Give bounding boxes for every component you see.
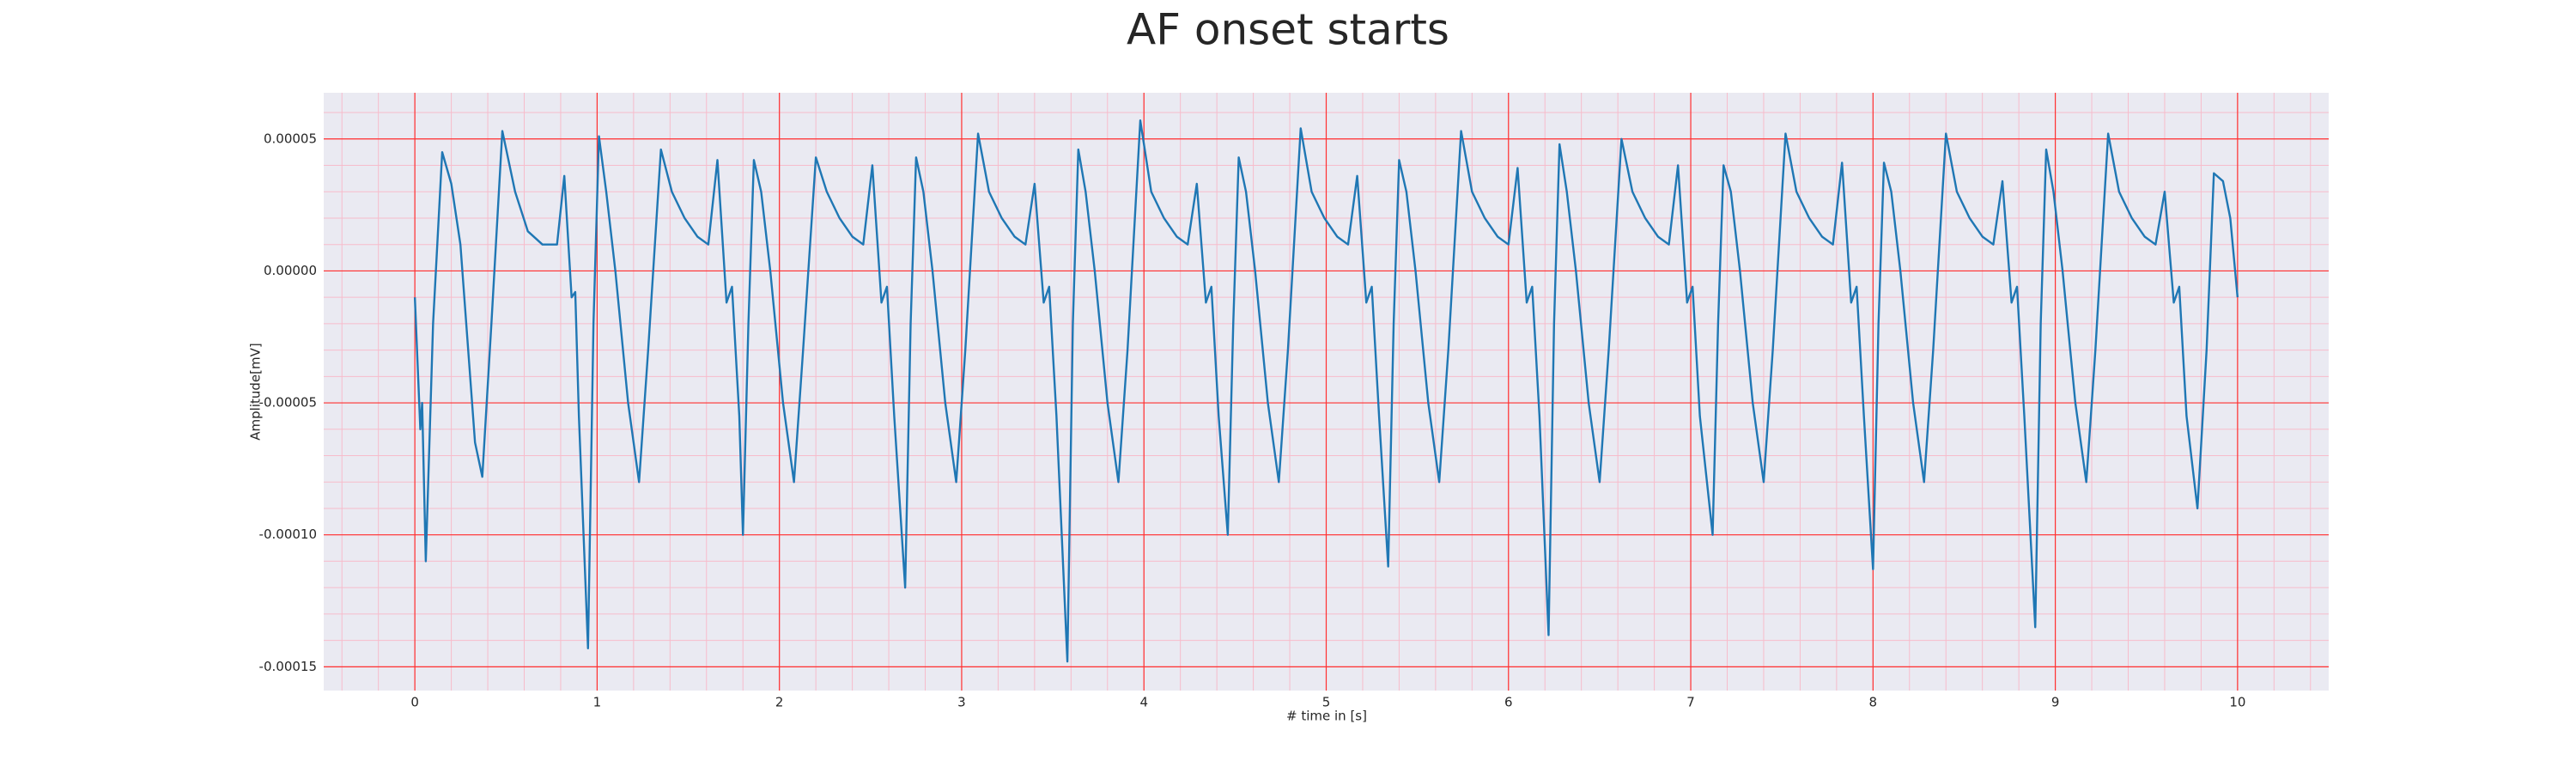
y-tick-label: -0.00010 (259, 526, 317, 542)
x-tick-label: 2 (775, 695, 784, 710)
x-tick-label: 7 (1686, 695, 1695, 710)
y-axis-label: Amplitude[mV] (248, 343, 264, 440)
x-tick-label: 0 (410, 695, 419, 710)
x-tick-label: 9 (2051, 695, 2060, 710)
chart-title: AF onset starts (1127, 5, 1449, 55)
x-tick-label: 5 (1322, 695, 1331, 710)
x-axis-label: # time in [s] (1286, 709, 1367, 724)
x-tick-label: 10 (2229, 695, 2245, 710)
y-tick-label: 0.00000 (264, 263, 317, 278)
x-tick-label: 8 (1869, 695, 1878, 710)
data-line (413, 119, 2239, 663)
x-tick-label: 6 (1504, 695, 1513, 710)
x-tick-label: 3 (957, 695, 966, 710)
y-tick-label: -0.00015 (259, 659, 317, 674)
y-tick-label: 0.00005 (264, 131, 317, 146)
x-tick-label: 1 (593, 695, 602, 710)
y-tick-label: -0.00005 (259, 395, 317, 411)
x-tick-label: 4 (1139, 695, 1148, 710)
